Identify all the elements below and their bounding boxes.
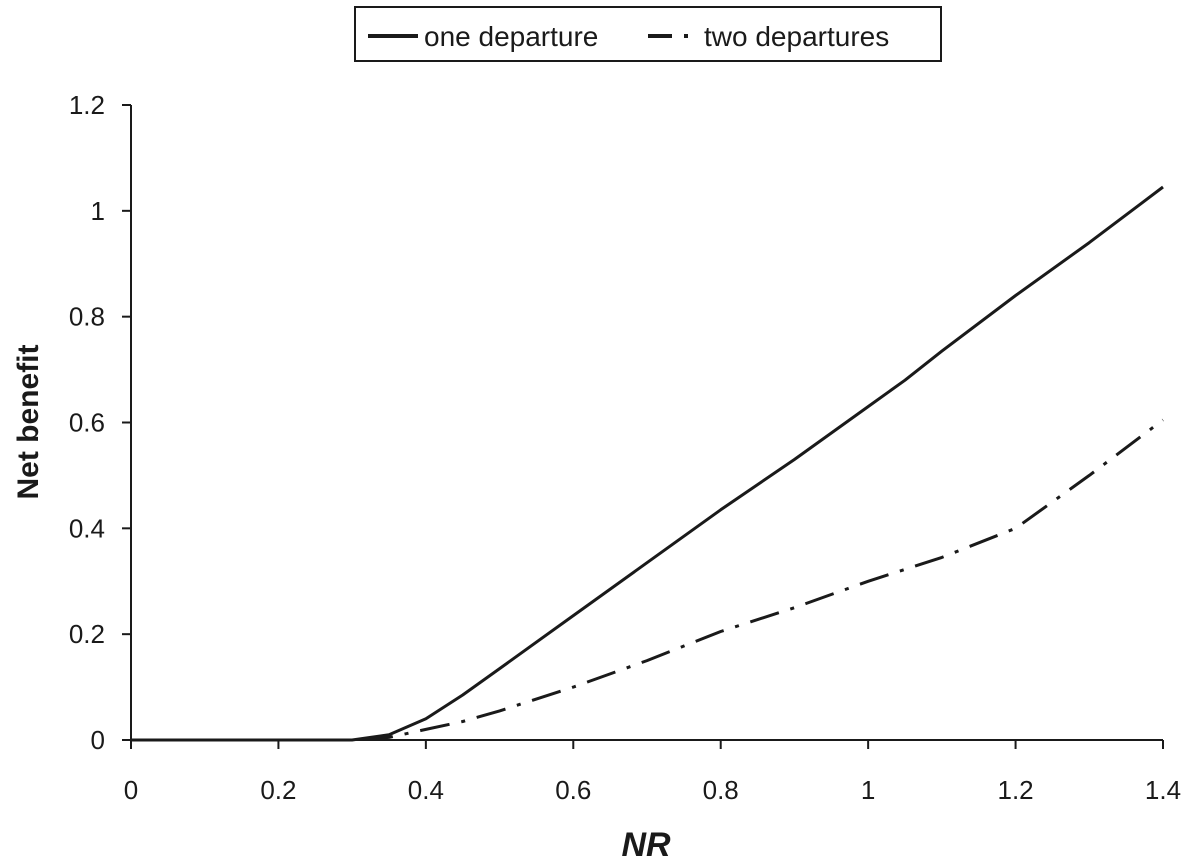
- axes: [130, 105, 1163, 741]
- x-axis-title: NR: [621, 826, 671, 864]
- x-tick-label: 1: [861, 775, 875, 805]
- x-tick-label: 0: [124, 775, 138, 805]
- series-line-one-departure: [131, 185, 1164, 742]
- y-tick-label: 1.2: [69, 90, 105, 120]
- x-tick-label: 0.2: [260, 775, 296, 805]
- y-axis-ticks: 0 0.2 0.4 0.6 0.8 1 1.2: [69, 90, 131, 755]
- x-tick-label: 1.4: [1145, 775, 1181, 805]
- x-tick-label: 0.6: [555, 775, 591, 805]
- y-axis-title: Net benefit: [12, 344, 45, 499]
- x-tick-label: 1.2: [997, 775, 1033, 805]
- y-tick-label: 0.8: [69, 302, 105, 332]
- y-tick-label: 0.2: [69, 619, 105, 649]
- series-lines: [131, 185, 1164, 742]
- legend-label-two-departures: two departures: [704, 21, 889, 52]
- x-tick-label: 0.4: [408, 775, 444, 805]
- x-tick-label: 0.8: [703, 775, 739, 805]
- y-tick-label: 0: [91, 725, 105, 755]
- y-tick-label: 0.6: [69, 408, 105, 438]
- x-axis-ticks: 0 0.2 0.4 0.6 0.8 1 1.2 1.4: [124, 740, 1181, 805]
- legend-label-one-departure: one departure: [424, 21, 598, 52]
- series-line-two-departures: [131, 418, 1164, 742]
- legend: one departure two departures: [354, 6, 942, 62]
- y-tick-label: 1: [91, 196, 105, 226]
- y-tick-label: 0.4: [69, 513, 105, 543]
